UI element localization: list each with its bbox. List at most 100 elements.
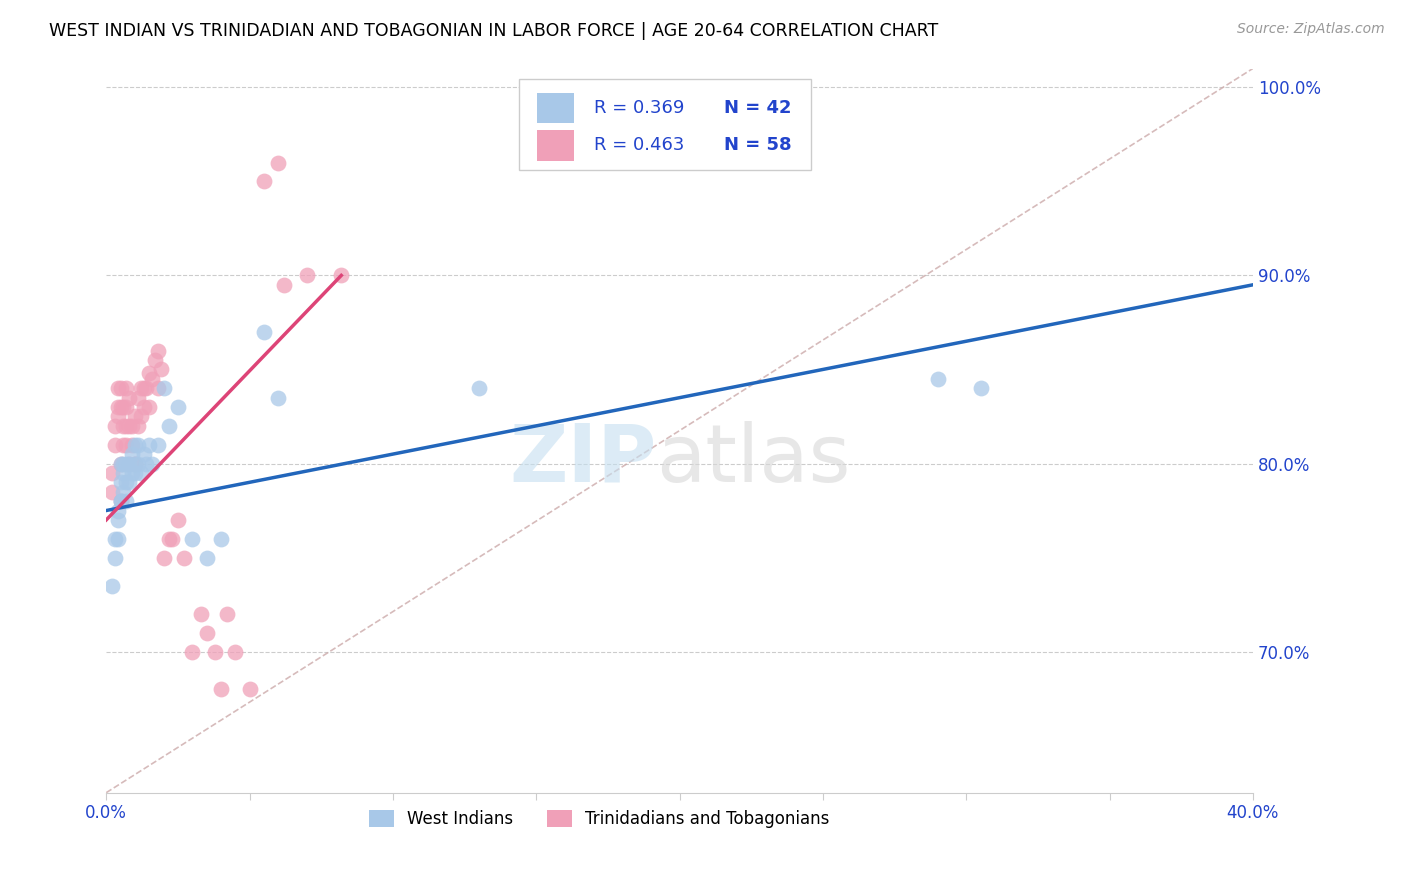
Point [110,381,132,395]
Text: Source: ZipAtlas.com: Source: ZipAtlas.com [1237,22,1385,37]
Legend: West Indians, Trinidadians and Tobagonians: West Indians, Trinidadians and Tobagonia… [363,804,837,835]
FancyBboxPatch shape [519,79,811,169]
Point [267,155,290,169]
Point [101,579,124,593]
Point [115,400,138,414]
Point [110,457,132,471]
Point [149,362,172,376]
Point [152,381,174,395]
Point [115,494,138,508]
FancyBboxPatch shape [537,93,574,123]
Point [253,325,276,339]
Point [969,381,991,395]
Text: ZIP: ZIP [509,420,657,499]
Point [104,438,127,452]
Text: R = 0.463: R = 0.463 [593,136,683,154]
Point [110,494,132,508]
Point [132,381,155,395]
Point [157,418,180,433]
Point [124,466,146,480]
Point [107,381,129,395]
Point [146,381,169,395]
Point [273,277,295,292]
Point [160,532,183,546]
Point [118,418,141,433]
Point [101,466,124,480]
Point [204,644,226,658]
Point [143,353,166,368]
Point [115,457,138,471]
Point [127,418,149,433]
Point [124,457,146,471]
Point [107,400,129,414]
Point [104,418,127,433]
Point [224,644,246,658]
Point [118,391,141,405]
Point [101,484,124,499]
Point [253,174,276,188]
Point [112,438,135,452]
Point [107,513,129,527]
Point [121,418,143,433]
Text: atlas: atlas [657,420,851,499]
Point [215,607,238,621]
Point [107,409,129,424]
Point [132,400,155,414]
Point [115,475,138,490]
Point [129,466,152,480]
Point [104,532,127,546]
Point [146,343,169,358]
Point [135,457,157,471]
Point [110,494,132,508]
Point [127,457,149,471]
Point [468,381,491,395]
Point [195,625,218,640]
Point [110,400,132,414]
Point [107,503,129,517]
Point [295,268,318,283]
Point [238,682,260,697]
Point [135,381,157,395]
Point [112,400,135,414]
Point [127,391,149,405]
Point [138,438,160,452]
Point [118,457,141,471]
Text: N = 42: N = 42 [724,99,792,117]
Point [927,372,949,386]
Point [121,438,143,452]
Point [112,418,135,433]
Point [138,366,160,380]
Point [157,532,180,546]
Point [112,457,135,471]
Point [167,400,190,414]
Point [121,466,143,480]
Point [129,381,152,395]
Point [124,457,146,471]
Point [112,484,135,499]
Point [141,457,163,471]
Point [124,457,146,471]
Point [267,391,290,405]
Point [124,409,146,424]
Point [181,532,204,546]
Point [118,475,141,490]
Point [118,457,141,471]
Point [115,381,138,395]
Point [104,550,127,565]
Text: R = 0.369: R = 0.369 [593,99,683,117]
Point [110,457,132,471]
Point [121,447,143,461]
Point [190,607,212,621]
Point [124,438,146,452]
Point [173,550,195,565]
FancyBboxPatch shape [537,130,574,161]
Point [209,682,232,697]
Point [152,550,174,565]
Point [115,438,138,452]
Point [107,532,129,546]
Point [110,494,132,508]
Point [115,418,138,433]
Point [181,644,204,658]
Point [167,513,190,527]
Point [110,475,132,490]
